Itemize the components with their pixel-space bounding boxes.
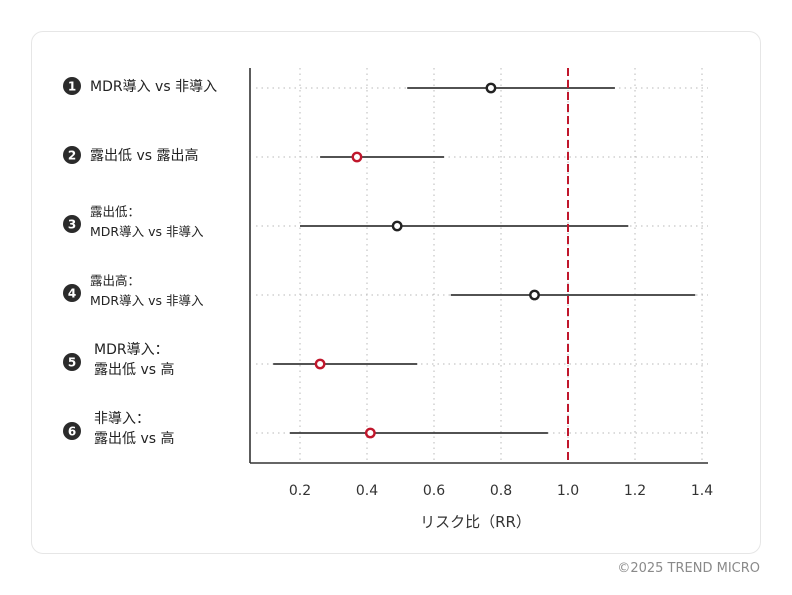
row-number-badge-5 (63, 353, 81, 371)
row-label-5-line1: MDR導入： (94, 342, 169, 358)
point-estimate-1 (485, 82, 497, 94)
row-number-1: 1 (68, 80, 76, 94)
row-label-3-line2: MDR導入 vs 非導入 (90, 224, 204, 239)
x-tick-label-0: 0.2 (289, 483, 311, 499)
x-tick-label-2: 0.6 (423, 483, 445, 499)
copyright: ©2025 TREND MICRO (617, 561, 760, 576)
row-label-6-line1: 非導入： (94, 411, 150, 427)
row-number-5: 5 (68, 356, 76, 370)
point-estimate-2 (351, 151, 363, 163)
row-label-2: 露出低 vs 露出高 (90, 147, 198, 164)
x-tick-label-6: 1.4 (691, 483, 713, 499)
x-tick-label-5: 1.2 (624, 483, 646, 499)
chart-card (31, 31, 761, 554)
row-label-5-line2: 露出低 vs 高 (94, 361, 174, 378)
row-number-badge-1 (63, 77, 81, 95)
row-number-2: 2 (68, 149, 76, 163)
x-tick-label-1: 0.4 (356, 483, 378, 499)
row-number-badge-6 (63, 422, 81, 440)
x-tick-label-3: 0.8 (490, 483, 512, 499)
row-number-badge-4 (63, 284, 81, 302)
row-label-3-line1: 露出低： (90, 204, 140, 219)
x-axis-title: リスク比（RR） (420, 513, 531, 531)
point-estimate-3 (391, 220, 403, 232)
row-number-4: 4 (68, 287, 76, 301)
row-label-1: MDR導入 vs 非導入 (90, 79, 217, 95)
row-label-4-line2: MDR導入 vs 非導入 (90, 293, 204, 308)
point-estimate-4 (529, 289, 540, 301)
point-estimate-6 (364, 427, 376, 439)
point-estimate-5 (314, 358, 326, 370)
row-number-badge-2 (63, 146, 81, 164)
row-label-4-line1: 露出高： (90, 273, 140, 288)
x-tick-label-4: 1.0 (557, 483, 579, 499)
row-number-6: 6 (68, 425, 76, 439)
row-number-badge-3 (63, 215, 81, 233)
row-number-3: 3 (68, 218, 76, 232)
row-label-6-line2: 露出低 vs 高 (94, 430, 174, 447)
